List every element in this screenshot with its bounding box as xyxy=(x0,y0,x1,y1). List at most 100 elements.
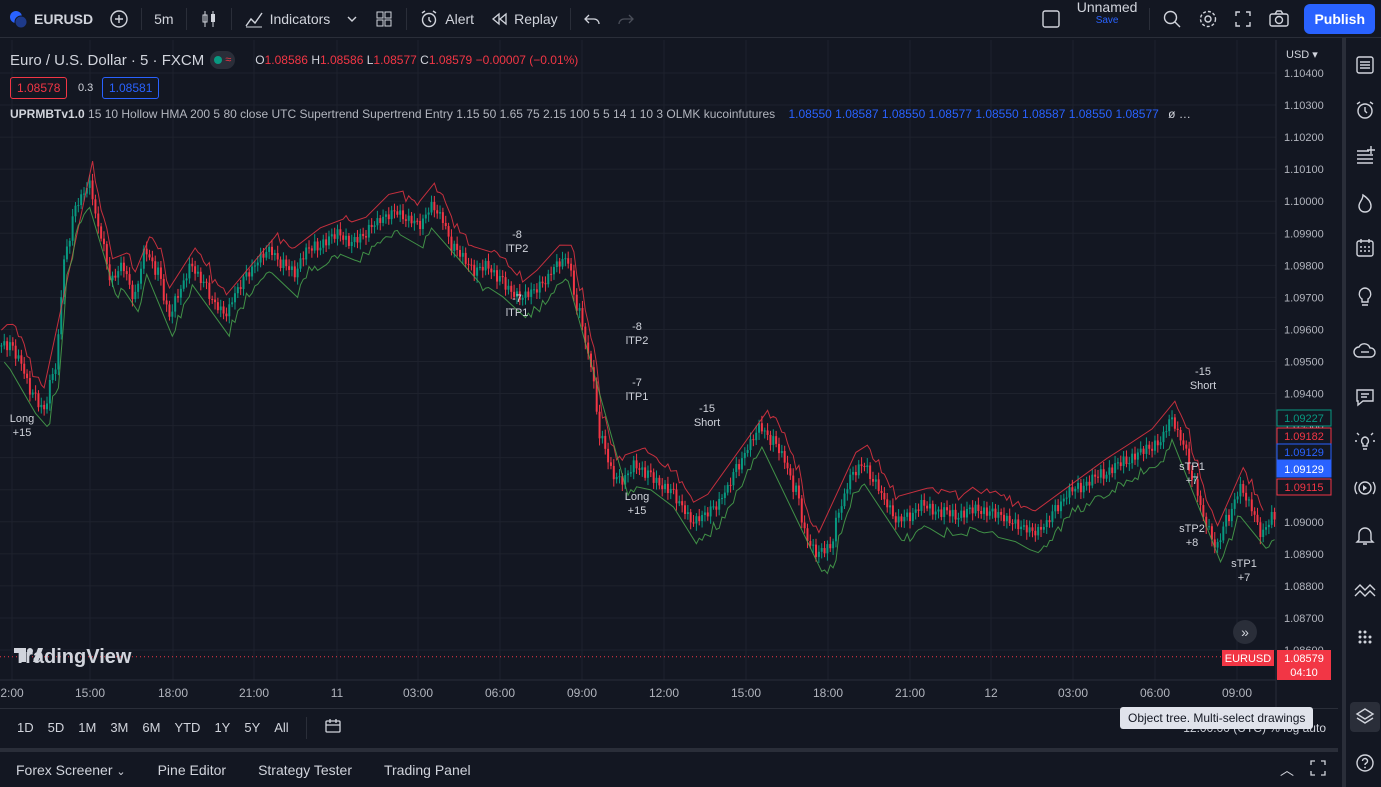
indicators-button[interactable]: Indicators xyxy=(236,0,339,38)
sell-button[interactable]: 1.08578 xyxy=(10,77,68,99)
publish-button[interactable]: Publish xyxy=(1304,3,1375,34)
candle-body xyxy=(1099,469,1102,478)
candle-body xyxy=(458,249,461,257)
redo-button[interactable] xyxy=(609,0,643,38)
candle-body xyxy=(909,512,912,522)
candle-body xyxy=(1182,440,1185,445)
goto-date-button[interactable] xyxy=(317,718,349,737)
collapse-panel-button[interactable]: ︿ xyxy=(1270,760,1304,780)
currency-selector[interactable]: USD ▾ xyxy=(1286,49,1318,61)
candle-body xyxy=(1273,511,1276,520)
indicators-icon xyxy=(244,9,264,29)
range-all[interactable]: All xyxy=(274,720,289,735)
buy-button[interactable]: 1.08581 xyxy=(102,77,160,99)
watchlist-button[interactable] xyxy=(1352,52,1378,78)
layout-name-button[interactable]: Unnamed Save xyxy=(1069,0,1146,38)
range-ytd[interactable]: YTD xyxy=(174,720,201,735)
candle-body xyxy=(222,306,225,314)
bell-icon xyxy=(1355,527,1375,545)
calendar-button[interactable] xyxy=(1352,235,1378,261)
range-1y[interactable]: 1Y xyxy=(214,720,231,735)
candle-body xyxy=(937,509,940,512)
price-chart[interactable]: 1.10400 1.10300 1.10200 1.10100 1.10000 1.099… xyxy=(0,40,1338,708)
candle-body xyxy=(51,373,54,380)
signal-sublabel: lTP1 xyxy=(626,391,649,403)
notifications-button[interactable] xyxy=(1352,522,1378,548)
tab-forex-screener[interactable]: Forex Screener ⌄ xyxy=(0,762,142,778)
range-6m[interactable]: 6M xyxy=(142,720,161,735)
candle-body xyxy=(1091,474,1094,486)
tab-pine-editor[interactable]: Pine Editor xyxy=(157,761,227,778)
replay-button[interactable]: Replay xyxy=(482,0,566,38)
search-button[interactable] xyxy=(1154,0,1190,38)
indicators-dropdown[interactable] xyxy=(338,0,366,38)
candle-body xyxy=(561,258,564,267)
streams-button[interactable] xyxy=(1352,475,1378,501)
candle-body xyxy=(960,510,963,518)
candle-body xyxy=(91,180,94,200)
candle-body xyxy=(330,234,333,237)
indicator-legend[interactable]: UPRMBTv1.0 15 10 Hollow HMA 200 5 80 clo… xyxy=(10,107,1191,121)
current-symbol-tag xyxy=(1222,650,1274,666)
interval-button[interactable]: 5m xyxy=(154,10,174,27)
candle-body xyxy=(1205,516,1208,527)
candle-body xyxy=(581,308,584,327)
dom-button[interactable] xyxy=(1352,624,1378,650)
chart-type-button[interactable] xyxy=(191,0,227,38)
alert-button[interactable]: Alert xyxy=(411,0,482,38)
candle-body xyxy=(1236,496,1239,500)
screenshot-button[interactable] xyxy=(1260,0,1298,38)
candle-body xyxy=(1048,520,1051,523)
candle-body xyxy=(421,218,424,230)
object-list-button[interactable] xyxy=(1352,142,1378,168)
hotlists-button[interactable] xyxy=(1352,190,1378,216)
scroll-to-realtime-button[interactable]: » xyxy=(1233,620,1257,644)
candle-body xyxy=(683,505,686,515)
fullscreen-button[interactable] xyxy=(1226,0,1260,38)
range-1m[interactable]: 1M xyxy=(78,720,97,735)
candle-body xyxy=(641,467,644,470)
signal-sublabel: +15 xyxy=(13,427,32,439)
candle-body xyxy=(1025,525,1028,533)
candle-body xyxy=(1111,467,1114,474)
settings-button[interactable] xyxy=(1190,0,1226,38)
candle-body xyxy=(570,263,573,271)
candle-body xyxy=(487,260,490,269)
indicator-more[interactable]: ø … xyxy=(1168,107,1191,121)
layout-toggle-button[interactable] xyxy=(1033,0,1069,38)
time-tick-label: 03:00 xyxy=(403,686,433,700)
undo-button[interactable] xyxy=(575,0,609,38)
candle-body xyxy=(208,282,211,299)
chart-pane[interactable]: 1.10400 1.10300 1.10200 1.10100 1.10000 1.099… xyxy=(0,40,1338,708)
tech-ideas-button[interactable] xyxy=(1352,429,1378,455)
high-label: H xyxy=(311,53,320,67)
range-5y[interactable]: 5Y xyxy=(244,720,261,735)
tab-trading-panel[interactable]: Trading Panel xyxy=(383,761,471,778)
cloud-chat-icon xyxy=(1353,343,1376,358)
maximize-panel-button[interactable] xyxy=(1304,760,1338,779)
market-status-pill[interactable]: ≈ xyxy=(210,51,236,69)
candle-body xyxy=(632,460,635,473)
layouts-button[interactable] xyxy=(366,0,402,38)
candle-body xyxy=(1022,525,1025,527)
data-window-button[interactable] xyxy=(1352,578,1378,604)
candle-body xyxy=(1142,448,1145,454)
tab-strategy-tester[interactable]: Strategy Tester xyxy=(258,761,352,778)
alerts-button[interactable] xyxy=(1352,97,1378,123)
candle-body xyxy=(718,498,721,510)
help-button[interactable] xyxy=(1352,750,1378,776)
object-tree-button[interactable] xyxy=(1350,702,1380,732)
community-button[interactable] xyxy=(1352,338,1378,364)
candle-body xyxy=(1096,476,1099,478)
ideas-button[interactable] xyxy=(1352,283,1378,309)
range-5d[interactable]: 5D xyxy=(47,720,65,735)
candle-body xyxy=(857,464,860,476)
time-tick-label: 15:00 xyxy=(75,686,105,700)
range-3m[interactable]: 3M xyxy=(110,720,129,735)
candle-body xyxy=(504,277,507,290)
range-1d[interactable]: 1D xyxy=(17,720,34,735)
candle-body xyxy=(834,517,837,542)
add-symbol-button[interactable] xyxy=(101,0,137,38)
chats-button[interactable] xyxy=(1352,384,1378,410)
symbol-search[interactable]: EURUSD xyxy=(0,0,101,38)
